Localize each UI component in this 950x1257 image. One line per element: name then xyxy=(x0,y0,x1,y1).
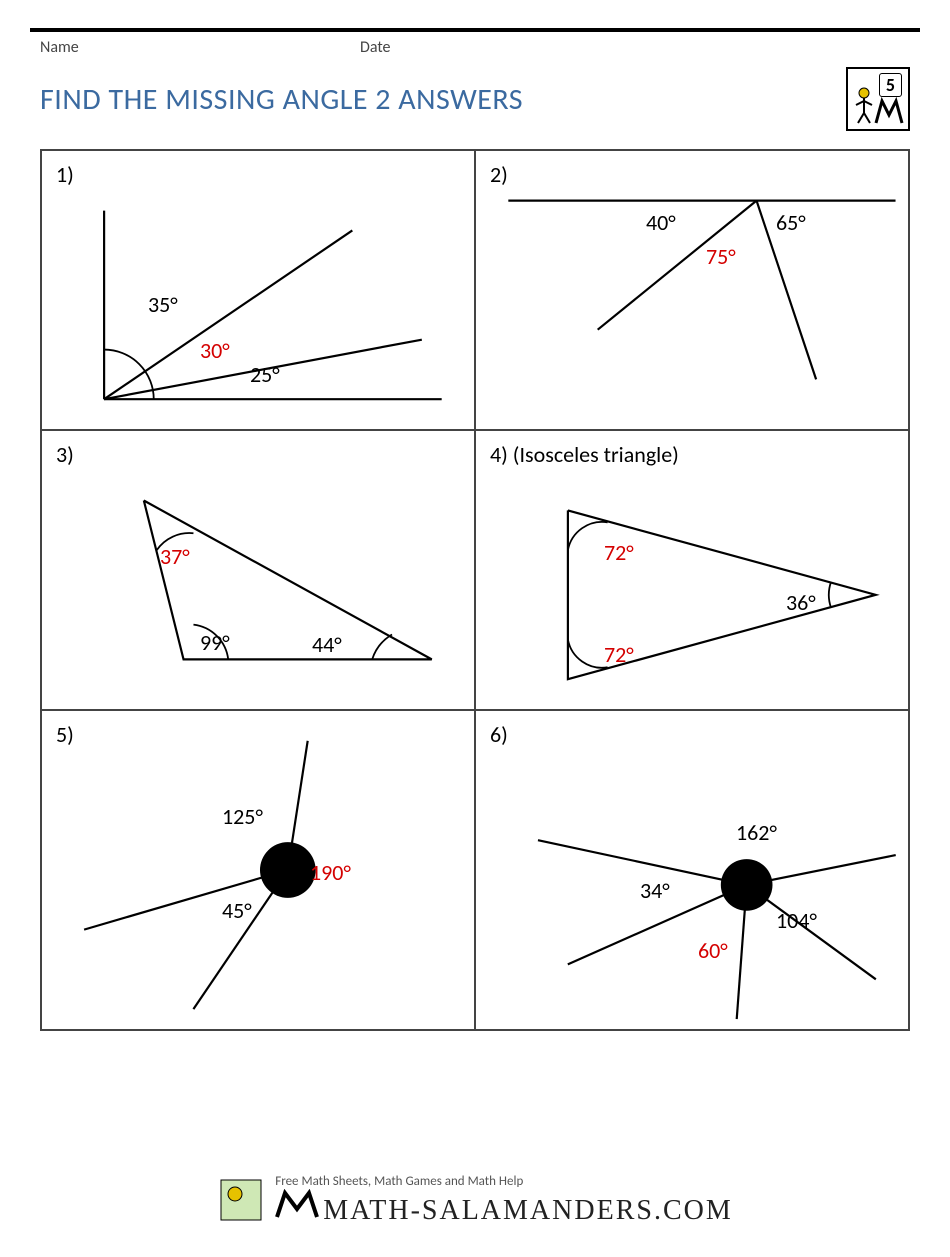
date-label: Date xyxy=(360,38,391,57)
diagram-6 xyxy=(476,711,908,1029)
question-cell-6: 6) 162° 34° 104° 60° xyxy=(475,710,909,1030)
grade-number: 5 xyxy=(879,73,902,97)
angle-label: 99° xyxy=(200,629,230,656)
title-row: FIND THE MISSING ANGLE 2 ANSWERS 5 xyxy=(40,67,910,131)
grade-badge: 5 xyxy=(846,67,910,131)
angle-label: 162° xyxy=(736,819,777,846)
angle-label: 65° xyxy=(776,209,806,236)
angle-label: 34° xyxy=(640,877,670,904)
footer-logo-icon xyxy=(217,1176,265,1224)
name-label: Name xyxy=(40,38,360,57)
footer-brand: MATH-SALAMANDERS.COM xyxy=(323,1195,732,1227)
diagram-2 xyxy=(476,151,908,429)
angle-answer: 190° xyxy=(310,859,351,886)
angle-label: 125° xyxy=(222,803,263,830)
angle-answer: 60° xyxy=(698,937,728,964)
angle-answer: 72° xyxy=(604,641,634,668)
question-cell-1: 1) 35° 30° 25° xyxy=(41,150,475,430)
angle-label: 35° xyxy=(148,291,178,318)
question-cell-4: 4) (Isosceles triangle) 72° 36° 72° xyxy=(475,430,909,710)
angle-label: 40° xyxy=(646,209,676,236)
angle-label: 45° xyxy=(222,897,252,924)
question-cell-3: 3) 37° 99° 44° xyxy=(41,430,475,710)
question-cell-5: 5) 125° 190° 45° xyxy=(41,710,475,1030)
angle-label: 36° xyxy=(786,589,816,616)
question-grid: 1) 35° 30° 25° 2) 40° 75° 65° 3) xyxy=(40,149,910,1031)
top-rule xyxy=(30,28,920,32)
angle-answer: 75° xyxy=(706,243,736,270)
diagram-4 xyxy=(476,431,908,709)
angle-label: 44° xyxy=(312,631,342,658)
diagram-3 xyxy=(42,431,474,709)
diagram-5 xyxy=(42,711,474,1029)
salamander-icon xyxy=(852,85,876,125)
logo-m-icon xyxy=(874,97,904,125)
angle-label: 104° xyxy=(776,907,817,934)
question-cell-2: 2) 40° 75° 65° xyxy=(475,150,909,430)
angle-answer: 30° xyxy=(200,337,230,364)
header-labels: Name Date xyxy=(40,38,910,57)
footer: Free Math Sheets, Math Games and Math He… xyxy=(0,1174,950,1230)
angle-answer: 72° xyxy=(604,539,634,566)
footer-tagline: Free Math Sheets, Math Games and Math He… xyxy=(275,1174,732,1189)
footer-m-icon xyxy=(275,1189,319,1219)
worksheet-title: FIND THE MISSING ANGLE 2 ANSWERS xyxy=(40,81,523,118)
angle-label: 25° xyxy=(250,361,280,388)
angle-answer: 37° xyxy=(160,543,190,570)
